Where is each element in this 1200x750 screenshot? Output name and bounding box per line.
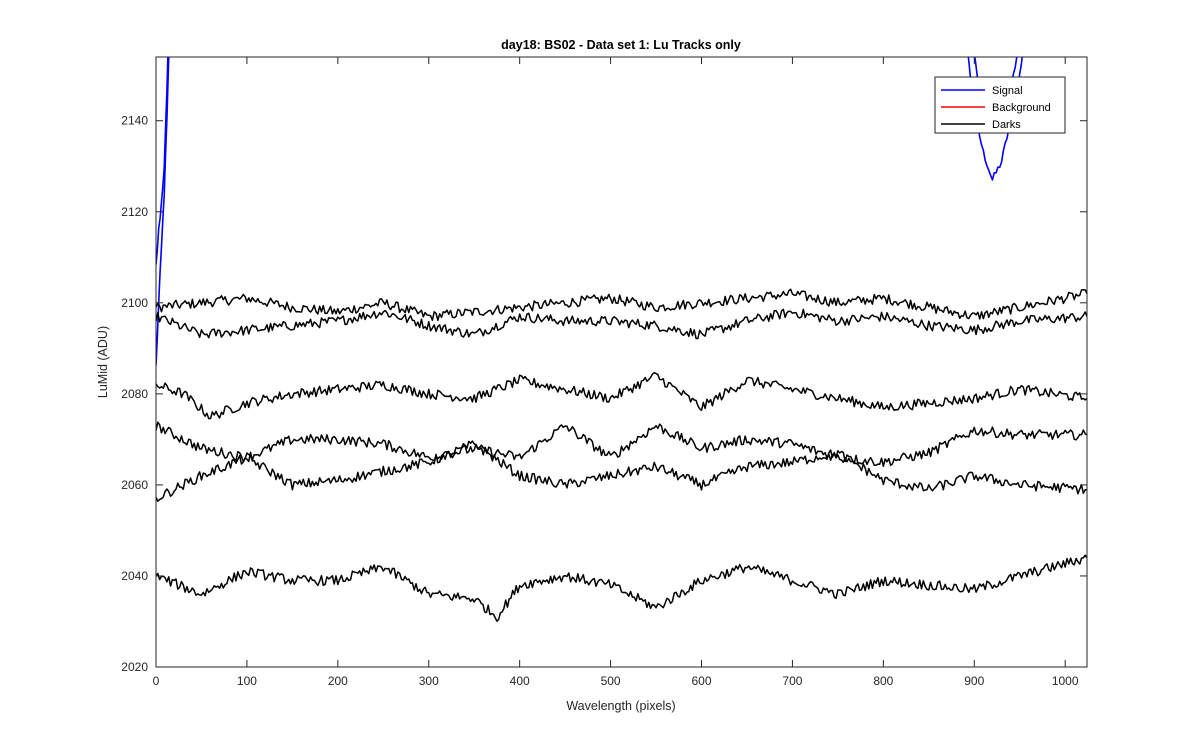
x-tick-label: 200: [328, 674, 348, 688]
x-tick-label: 500: [601, 674, 621, 688]
darks-series-line-7: [156, 421, 1087, 468]
darks-series-line-9: [156, 554, 1087, 622]
legend-label-darks: Darks: [992, 119, 1021, 131]
x-axis-label: Wavelength (pixels): [566, 699, 675, 713]
y-tick-label: 2040: [121, 569, 148, 583]
axes-layer: 0 100 200 300 400 500 600 700 800 900 1000 2020 2040…: [121, 56, 1088, 688]
y-tick-label: 2100: [121, 296, 148, 310]
y-tick-label: 2060: [121, 478, 148, 492]
signal-series-line-1: [156, 57, 169, 265]
x-tick-label: 0: [153, 674, 160, 688]
x-tick-label: 700: [782, 674, 802, 688]
darks-series-line-5: [156, 308, 1087, 340]
darks-series-line-8: [156, 440, 1087, 502]
legend-label-signal: Signal: [992, 85, 1023, 97]
y-tick-label: 2020: [121, 660, 148, 674]
x-tick-label: 600: [691, 674, 711, 688]
x-tick-label: 1000: [1052, 674, 1079, 688]
y-tick-label: 2080: [121, 387, 148, 401]
x-tick-label: 400: [510, 674, 530, 688]
x-tick-label: 100: [237, 674, 257, 688]
x-tick-label: 300: [419, 674, 439, 688]
y-tick-label: 2120: [121, 205, 148, 219]
x-tick-label: 800: [873, 674, 893, 688]
legend-label-background: Background: [992, 102, 1051, 114]
axes-frame: [155, 56, 1088, 668]
darks-series-line-4: [156, 288, 1087, 322]
x-tick-label: 900: [964, 674, 984, 688]
legend: Signal Background Darks: [934, 76, 1066, 134]
chart-title: day18: BS02 - Data set 1: Lu Tracks only: [501, 38, 741, 52]
plot-area: [156, 57, 1087, 667]
y-axis-label: LuMid (ADU): [96, 326, 110, 398]
y-tick-label: 2140: [121, 114, 148, 128]
darks-series-line-6: [156, 371, 1087, 420]
